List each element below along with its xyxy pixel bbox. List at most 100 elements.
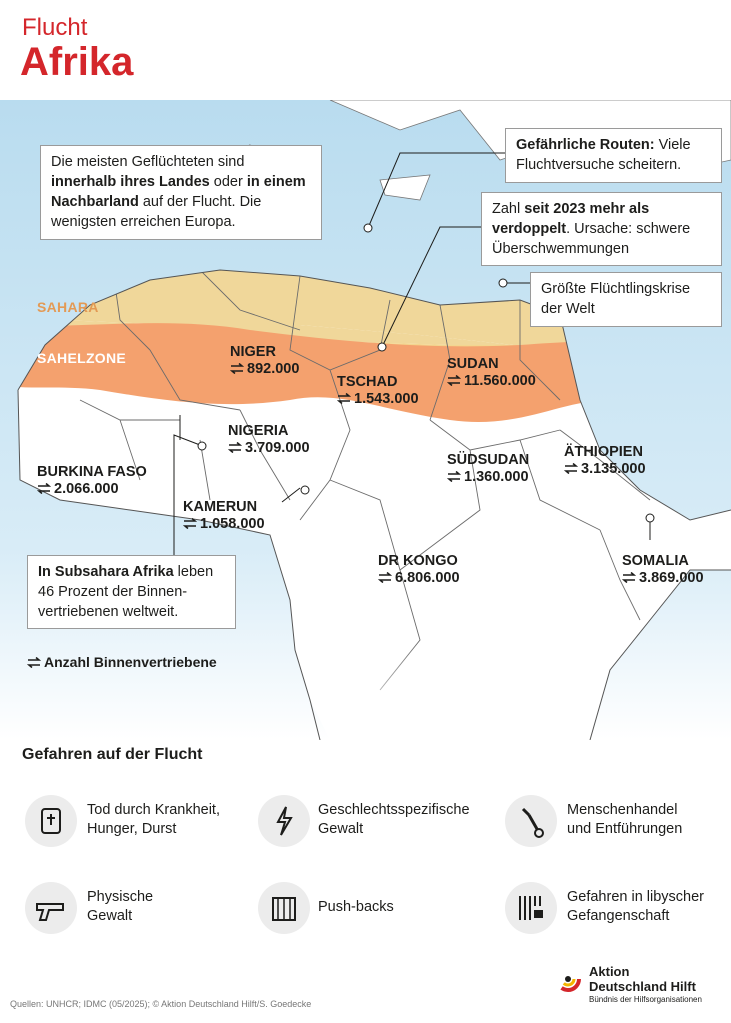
displaced-value: 892.000: [247, 361, 300, 377]
callout-text: Viele Fluchtversuche scheitern.: [516, 137, 691, 173]
displaced-value: 3.135.000: [581, 461, 646, 477]
danger-text: Tod durch Krankheit, Hunger, Durst: [87, 801, 220, 839]
danger-text: Push-backs: [318, 898, 394, 917]
country-name: NIGER: [230, 344, 276, 360]
danger-text: Physische Gewalt: [87, 888, 153, 926]
logo-tagline: Bündnis der Hilfsorganisationen: [589, 995, 702, 1004]
country-displaced: 11.560.000: [446, 373, 536, 390]
country-name: SUDAN: [447, 356, 499, 372]
region-label: SAHELZONE: [37, 350, 127, 366]
danger-line: Tod durch Krankheit,: [87, 802, 220, 818]
callout-text: oder: [209, 174, 247, 190]
callout-text: Gefährliche Routen:: [516, 137, 655, 153]
displaced-icon: [377, 571, 393, 584]
displaced-value: 3.869.000: [639, 570, 704, 586]
displaced-icon: [229, 362, 245, 375]
region-label: SAHARA: [37, 299, 99, 315]
danger-line: Hunger, Durst: [87, 821, 177, 837]
country-displaced: 1.360.000: [446, 469, 529, 486]
displaced-icon: [182, 517, 198, 530]
logo-mark: [555, 966, 581, 992]
displaced-icon: [227, 441, 243, 454]
danger-text: Geschlechtsspezifische Gewalt: [318, 801, 470, 839]
logo-text: Aktion Deutschland Hilft Bündnis der Hilfs…: [589, 964, 731, 1005]
danger-text: Menschenhandel und Entführungen: [567, 801, 682, 839]
country-name: TSCHAD: [337, 374, 398, 390]
callout-text: Größte Flüchtlingskrise der Welt: [541, 281, 691, 317]
title: Afrika: [20, 40, 134, 84]
danger-icon: [505, 795, 557, 847]
callout-text: In Subsahara Afrika: [38, 564, 174, 580]
legend-text: Anzahl Binnenvertriebene: [44, 654, 217, 670]
danger-glyph: [521, 807, 544, 838]
logo-line: Deutschland Hilft: [589, 979, 696, 994]
danger-glyph: [36, 903, 64, 921]
logo-line: Aktion: [589, 964, 630, 979]
country-label: SUDAN 11.560.000: [446, 356, 536, 390]
danger-icon: [258, 882, 310, 934]
country-label: BURKINA FASO 2.066.000: [36, 464, 147, 498]
country-name: BURKINA FASO: [37, 464, 147, 480]
danger-icon: [25, 795, 77, 847]
callout: Die meisten Geflüchteten sind innerhalb …: [40, 145, 322, 240]
country-displaced: 3.869.000: [621, 570, 704, 587]
callout-text: innerhalb ihres Landes: [51, 174, 210, 190]
danger-glyph: [519, 896, 543, 920]
displaced-value: 1.058.000: [200, 516, 265, 532]
danger-line: Gewalt: [318, 821, 364, 837]
displaced-value: 2.066.000: [54, 481, 119, 497]
callout-text: leben 46 Prozent der Binnen-vertriebenen…: [38, 564, 214, 620]
country-label: SOMALIA 3.869.000: [621, 553, 704, 587]
country-displaced: 6.806.000: [377, 570, 460, 587]
country-name: KAMERUN: [183, 499, 258, 515]
sources: Quellen: UNHCR; IDMC (05/2025); © Aktion…: [10, 999, 312, 1009]
danger-glyph: [41, 808, 61, 834]
country-label: NIGERIA 3.709.000: [227, 423, 310, 457]
displaced-value: 1.543.000: [354, 391, 419, 407]
callout-text: in einem Nachbarland: [51, 174, 306, 210]
country-displaced: 1.058.000: [182, 516, 265, 533]
country-name: DR KONGO: [378, 553, 458, 569]
callout: Gefährliche Routen: Viele Fluchtversuche…: [505, 128, 722, 183]
danger-line: Gefangenschaft: [567, 908, 670, 924]
country-name: SÜDSUDAN: [447, 452, 530, 468]
callout-text: . Ursache: schwere Überschwemmungen: [492, 221, 691, 257]
danger-line: Geschlechtsspezifische: [318, 802, 470, 818]
country-name: SOMALIA: [622, 553, 689, 569]
country-label: ÄTHIOPIEN 3.135.000: [563, 444, 646, 478]
displaced-icon: [621, 571, 637, 584]
displaced-icon: [446, 470, 462, 483]
danger-line: Push-backs: [318, 899, 394, 915]
country-displaced: 1.543.000: [336, 391, 419, 408]
kicker: Flucht: [22, 14, 88, 41]
country-name: ÄTHIOPIEN: [564, 444, 643, 460]
country-label: KAMERUN 1.058.000: [182, 499, 265, 533]
displaced-value: 6.806.000: [395, 570, 460, 586]
danger-line: Physische: [87, 889, 154, 905]
callout: In Subsahara Afrika leben 46 Prozent der…: [27, 555, 236, 629]
displaced-icon: [563, 462, 579, 475]
country-displaced: 2.066.000: [36, 481, 147, 498]
legend: Anzahl Binnenvertriebene: [26, 654, 217, 670]
legend-icon: [26, 656, 42, 669]
danger-text: Gefahren in libyscher Gefangenschaft: [567, 888, 704, 926]
callout-text: Die meisten Geflüchteten sind: [51, 154, 245, 170]
danger-icon: [505, 882, 557, 934]
displaced-value: 3.709.000: [245, 440, 310, 456]
country-label: SÜDSUDAN 1.360.000: [446, 452, 530, 486]
callout: Größte Flüchtlingskrise der Welt: [530, 272, 722, 327]
country-displaced: 3.709.000: [227, 440, 310, 457]
callout-text: Zahl: [492, 201, 525, 217]
danger-icon: [258, 795, 310, 847]
country-label: TSCHAD 1.543.000: [336, 374, 419, 408]
danger-line: Gewalt: [87, 908, 133, 924]
danger-glyph: [272, 897, 296, 921]
danger-line: und Entführungen: [567, 821, 683, 837]
displaced-icon: [446, 374, 462, 387]
country-displaced: 892.000: [229, 361, 300, 378]
country-name: NIGERIA: [228, 423, 289, 439]
displaced-value: 1.360.000: [464, 469, 529, 485]
callout-text: seit 2023 mehr als verdoppelt: [492, 201, 650, 237]
displaced-icon: [336, 392, 352, 405]
displaced-icon: [36, 482, 52, 495]
